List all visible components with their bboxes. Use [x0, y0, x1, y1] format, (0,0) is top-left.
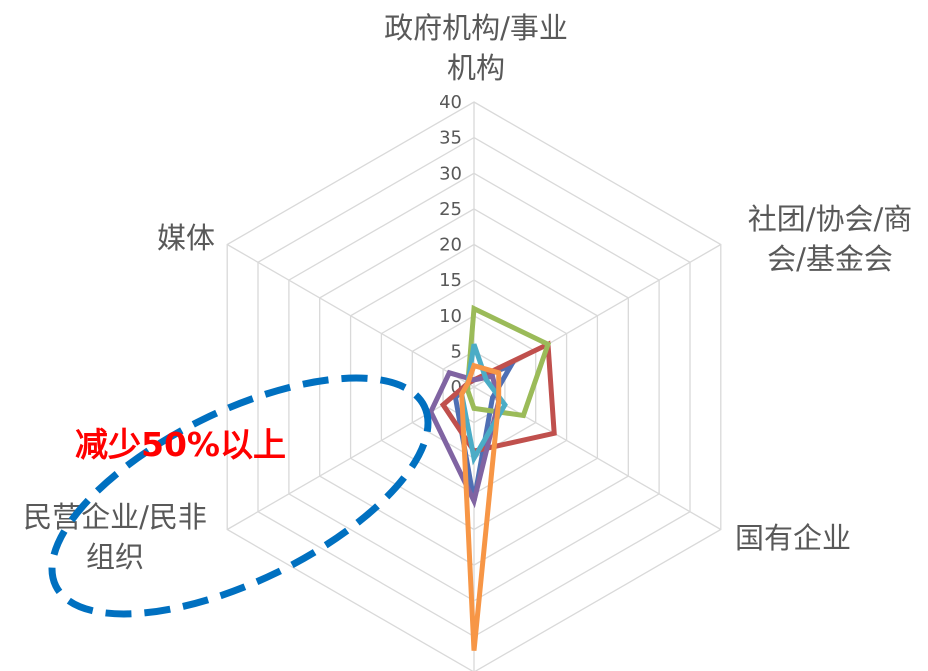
tick-label: 10: [439, 306, 462, 327]
tick-label: 30: [439, 163, 462, 184]
highlight-ellipse: [48, 374, 432, 618]
axis-label: 国有企业: [735, 521, 851, 555]
tick-label: 0: [451, 377, 462, 398]
tick-label: 15: [439, 270, 462, 291]
series-lines: [428, 304, 557, 651]
tick-label: 35: [439, 128, 462, 149]
axis-label: 民营企业/民非组织: [23, 500, 207, 574]
radar-grid: [226, 101, 722, 671]
axis-label: 社团/协会/商会/基金会: [748, 202, 913, 276]
tick-label: 40: [439, 92, 462, 113]
radial-tick-labels: 0 5 10 15 20 25 30 35 40: [439, 92, 462, 398]
axis-label: 政府机构/事业机构: [384, 11, 568, 85]
tick-label: 20: [439, 235, 462, 256]
annotation-text: 减少50%以上: [75, 425, 286, 464]
grid-spoke: [473, 386, 722, 531]
series-line: [428, 369, 502, 509]
axis-label: 媒体: [157, 221, 215, 255]
tick-label: 25: [439, 199, 462, 220]
grid-spoke: [226, 243, 475, 388]
tick-label: 5: [451, 341, 462, 362]
series-line: [459, 362, 502, 651]
annotation: 减少50%以上: [48, 374, 432, 618]
